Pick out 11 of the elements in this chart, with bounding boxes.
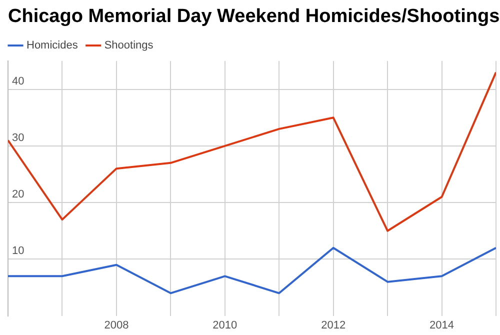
x-tick-label: 2014 [430,319,454,332]
y-tick-label: 10 [12,245,24,258]
x-tick-label: 2010 [212,319,238,332]
legend-label: Shootings [104,40,154,52]
y-tick-label: 30 [12,132,24,144]
x-tick-label: 2012 [321,319,346,332]
x-tick-label: 2008 [104,319,129,332]
legend-label: Homicides [26,40,78,52]
y-tick-label: 20 [12,188,24,201]
y-tick-label: 40 [12,75,24,88]
chart-title: Chicago Memorial Day Weekend Homicides/Shootings [7,5,500,29]
